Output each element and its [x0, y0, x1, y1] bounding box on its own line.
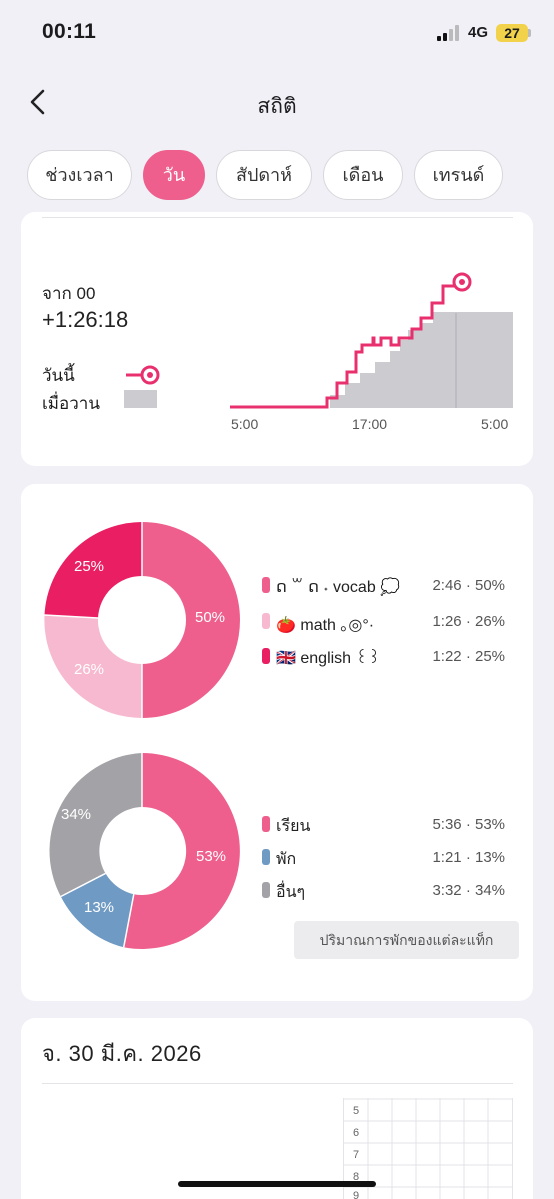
day-card [21, 1018, 533, 1199]
legend-name-vocab: ດ ꒳ ດ ˖ vocab 💭 [276, 579, 401, 596]
legend-value-math: 1:26 · 26% [432, 613, 505, 630]
donut-label-break: 13% [84, 899, 115, 916]
hour-label-6: 6 [353, 1127, 360, 1139]
activity-donut [49, 753, 240, 949]
legend-name-break: พัก [276, 851, 297, 868]
legend-swatch-study [262, 816, 270, 832]
donut-slice-english [44, 522, 142, 618]
x-tick-start: 5:00 [231, 416, 259, 432]
time-delta: +1:26:18 [42, 307, 129, 332]
yesterday-area [330, 312, 513, 408]
card-divider [42, 217, 513, 218]
hour-label-8: 8 [353, 1171, 360, 1183]
break-per-tag-button[interactable]: ปริมาณการพักของแต่ละแท็ก [294, 921, 519, 959]
legend-today-label: วันนี้ [42, 366, 75, 385]
day-date: จ. 30 มี.ค. 2026 [42, 1041, 202, 1066]
donut-slice-other [49, 753, 142, 897]
network-label: 4G [468, 24, 489, 41]
legend-value-other: 3:32 · 34% [432, 882, 505, 899]
legend-swatch-math [262, 613, 270, 629]
cumulative-chart [230, 272, 513, 409]
back-icon[interactable] [24, 86, 56, 118]
donut-label-other: 34% [61, 806, 92, 823]
legend-name-study: เรียน [276, 818, 311, 835]
from-label: จาก 00 [42, 284, 96, 303]
tab-week[interactable]: สัปดาห์ [216, 150, 312, 200]
legend-name-other: อื่นๆ [276, 884, 306, 901]
status-time: 00:11 [42, 20, 97, 43]
home-indicator[interactable] [178, 1181, 376, 1187]
x-tick-mid: 17:00 [352, 416, 388, 432]
battery-tip [528, 29, 531, 37]
legend-value-english: 1:22 · 25% [432, 648, 505, 665]
tab-month[interactable]: เดือน [323, 150, 403, 200]
donut-slice-vocab [142, 522, 240, 718]
donut-label-english: 25% [74, 558, 105, 575]
legend-name-english: 🇬🇧 english ꒰꒱ [276, 650, 381, 667]
hour-label-5: 5 [353, 1105, 360, 1117]
legend-swatch-other [262, 882, 270, 898]
donut-slice-break [60, 873, 134, 948]
donut-label-vocab: 50% [195, 609, 226, 626]
legend-value-vocab: 2:46 · 50% [432, 577, 505, 594]
legend-name-math: 🍅 math ｡◎°· [276, 617, 375, 634]
donut-slice-study [123, 753, 240, 949]
legend-swatch-english [262, 648, 270, 664]
legend-swatch-vocab [262, 577, 270, 593]
hour-label-9: 9 [353, 1190, 360, 1199]
donut-slice-math [44, 615, 142, 718]
legend-yesterday-label: เมื่อวาน [42, 394, 100, 413]
x-tick-end: 5:00 [481, 416, 509, 432]
tab-period[interactable]: ช่วงเวลา [27, 150, 132, 200]
hour-grid [343, 1098, 513, 1199]
day-divider [42, 1083, 513, 1084]
legend-swatches [124, 365, 160, 408]
hour-label-7: 7 [353, 1149, 360, 1161]
donut-label-math: 26% [74, 661, 105, 678]
legend-value-study: 5:36 · 53% [432, 816, 505, 833]
page-title: สถิติ [257, 95, 297, 118]
legend-swatch-break [262, 849, 270, 865]
legend-value-break: 1:21 · 13% [432, 849, 505, 866]
signal-icon [437, 25, 459, 41]
battery-icon: 27 [496, 24, 528, 42]
tab-day[interactable]: วัน [143, 150, 205, 200]
today-line [230, 284, 462, 409]
subject-donut [44, 522, 240, 718]
tab-trend[interactable]: เทรนด์ [414, 150, 503, 200]
now-marker-band [455, 313, 457, 408]
donut-label-study: 53% [196, 848, 227, 865]
